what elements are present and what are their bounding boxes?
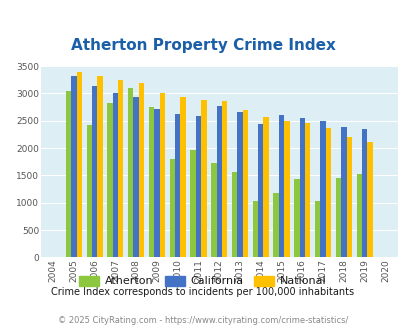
Bar [190, 150, 195, 257]
Bar [346, 137, 351, 257]
Bar [175, 114, 180, 257]
Bar [169, 159, 175, 257]
Bar [361, 129, 367, 257]
Bar [263, 117, 268, 257]
Bar [320, 121, 325, 257]
Bar [273, 193, 278, 257]
Text: © 2025 CityRating.com - https://www.cityrating.com/crime-statistics/: © 2025 CityRating.com - https://www.city… [58, 316, 347, 325]
Bar [231, 172, 237, 257]
Bar [304, 123, 310, 257]
Bar [133, 97, 139, 257]
Text: Crime Index corresponds to incidents per 100,000 inhabitants: Crime Index corresponds to incidents per… [51, 287, 354, 297]
Bar [66, 91, 71, 257]
Bar [77, 72, 82, 257]
Bar [367, 142, 372, 257]
Bar [86, 124, 92, 257]
Bar [107, 103, 113, 257]
Bar [92, 86, 97, 257]
Bar [242, 110, 247, 257]
Bar [237, 112, 242, 257]
Bar [200, 100, 206, 257]
Bar [314, 201, 320, 257]
Legend: Atherton, California, National: Atherton, California, National [75, 271, 330, 291]
Bar [139, 83, 144, 257]
Bar [159, 93, 164, 257]
Bar [211, 163, 216, 257]
Bar [222, 101, 227, 257]
Bar [216, 106, 222, 257]
Bar [113, 93, 118, 257]
Text: Atherton Property Crime Index: Atherton Property Crime Index [70, 38, 335, 53]
Bar [252, 201, 258, 257]
Bar [195, 116, 200, 257]
Bar [149, 107, 154, 257]
Bar [128, 88, 133, 257]
Bar [325, 128, 330, 257]
Bar [118, 80, 123, 257]
Bar [278, 115, 284, 257]
Bar [299, 118, 304, 257]
Bar [180, 97, 185, 257]
Bar [340, 127, 346, 257]
Bar [154, 109, 159, 257]
Bar [356, 174, 361, 257]
Bar [335, 178, 340, 257]
Bar [284, 121, 289, 257]
Bar [97, 76, 102, 257]
Bar [71, 76, 77, 257]
Bar [258, 124, 263, 257]
Bar [294, 179, 299, 257]
